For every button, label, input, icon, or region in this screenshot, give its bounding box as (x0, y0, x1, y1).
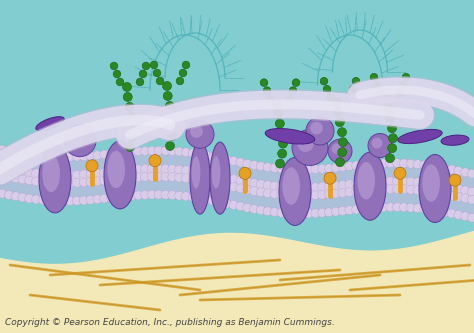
Circle shape (383, 94, 392, 103)
Circle shape (168, 190, 177, 199)
Circle shape (325, 164, 333, 173)
Circle shape (358, 178, 367, 187)
Circle shape (467, 213, 474, 222)
Circle shape (365, 204, 374, 213)
Circle shape (65, 178, 74, 187)
Circle shape (113, 166, 122, 175)
Circle shape (154, 146, 163, 155)
Circle shape (186, 120, 214, 148)
Circle shape (122, 83, 131, 92)
Circle shape (263, 207, 272, 216)
Circle shape (277, 164, 286, 173)
Circle shape (311, 209, 320, 218)
Circle shape (149, 155, 161, 166)
Circle shape (59, 178, 68, 187)
Circle shape (38, 195, 47, 204)
Polygon shape (0, 175, 474, 218)
Circle shape (79, 152, 88, 161)
Circle shape (283, 209, 292, 218)
Circle shape (440, 190, 449, 199)
Circle shape (345, 180, 354, 189)
Circle shape (383, 104, 392, 113)
Circle shape (249, 186, 258, 195)
Ellipse shape (36, 117, 64, 131)
Circle shape (352, 205, 361, 214)
Circle shape (263, 181, 272, 190)
Circle shape (392, 203, 401, 212)
Circle shape (338, 188, 347, 197)
Circle shape (286, 95, 294, 103)
Circle shape (461, 168, 470, 177)
Circle shape (433, 180, 442, 189)
Circle shape (59, 153, 68, 162)
Circle shape (454, 184, 463, 193)
Circle shape (379, 203, 388, 212)
Circle shape (147, 164, 156, 173)
Circle shape (345, 162, 354, 171)
Circle shape (386, 177, 395, 186)
Circle shape (461, 186, 470, 195)
Circle shape (79, 178, 88, 187)
Circle shape (325, 182, 333, 191)
Circle shape (263, 189, 272, 198)
Circle shape (100, 194, 109, 203)
Circle shape (396, 89, 404, 97)
Circle shape (385, 114, 394, 123)
Circle shape (110, 62, 118, 70)
Circle shape (270, 189, 279, 198)
Circle shape (467, 187, 474, 196)
Circle shape (222, 181, 231, 190)
Circle shape (332, 144, 342, 154)
Circle shape (337, 148, 346, 157)
Circle shape (127, 147, 136, 156)
Circle shape (107, 175, 116, 184)
Circle shape (93, 151, 102, 160)
Circle shape (236, 202, 245, 211)
Circle shape (338, 206, 347, 215)
Circle shape (156, 77, 164, 85)
Circle shape (32, 151, 41, 160)
Circle shape (291, 183, 300, 192)
Circle shape (277, 182, 286, 191)
Circle shape (147, 146, 156, 155)
Circle shape (386, 185, 395, 194)
Circle shape (125, 103, 134, 112)
Circle shape (297, 209, 306, 218)
Circle shape (216, 154, 225, 163)
Circle shape (179, 69, 187, 77)
Circle shape (32, 195, 41, 204)
Circle shape (134, 191, 143, 200)
Ellipse shape (211, 156, 220, 188)
Circle shape (209, 152, 218, 161)
Circle shape (69, 130, 83, 145)
Circle shape (154, 172, 163, 181)
Circle shape (400, 159, 409, 168)
Circle shape (277, 190, 286, 199)
Circle shape (324, 172, 336, 184)
Circle shape (406, 159, 415, 168)
Circle shape (154, 164, 163, 173)
Circle shape (59, 196, 68, 205)
Circle shape (4, 172, 13, 181)
Circle shape (291, 209, 300, 218)
Circle shape (134, 165, 143, 174)
Circle shape (454, 210, 463, 219)
Circle shape (400, 177, 409, 186)
Circle shape (222, 155, 231, 164)
Ellipse shape (354, 152, 386, 220)
Circle shape (336, 158, 345, 167)
Ellipse shape (283, 167, 300, 205)
Circle shape (331, 181, 340, 190)
Circle shape (147, 172, 156, 181)
Ellipse shape (104, 141, 136, 209)
Circle shape (331, 207, 340, 216)
Circle shape (18, 175, 27, 184)
Circle shape (25, 194, 34, 203)
Circle shape (413, 204, 422, 213)
Circle shape (338, 180, 347, 189)
Circle shape (304, 209, 313, 218)
Circle shape (447, 191, 456, 200)
Circle shape (107, 193, 116, 202)
Ellipse shape (357, 162, 375, 199)
